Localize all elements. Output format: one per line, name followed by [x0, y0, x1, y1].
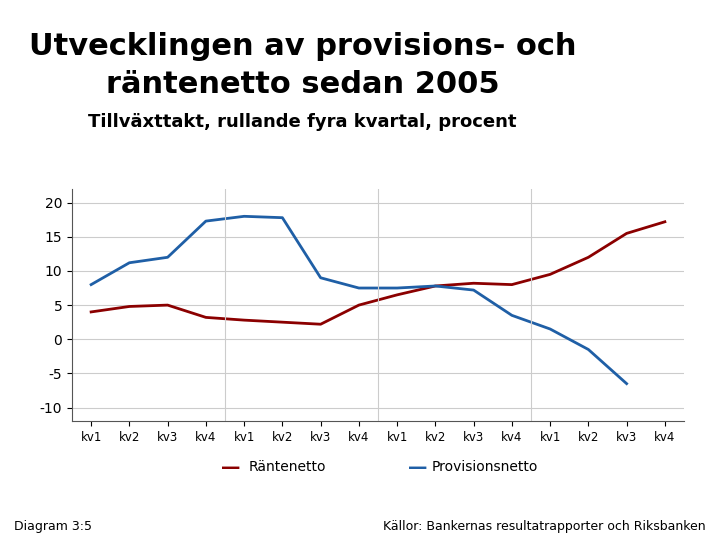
Text: —: — — [221, 457, 240, 477]
Text: Tillväxttakt, rullande fyra kvartal, procent: Tillväxttakt, rullande fyra kvartal, pro… — [88, 113, 517, 131]
Text: Provisionsnetto: Provisionsnetto — [432, 460, 539, 474]
Text: —: — — [408, 457, 427, 477]
Text: Utvecklingen av provisions- och: Utvecklingen av provisions- och — [29, 32, 576, 62]
Text: Källor: Bankernas resultatrapporter och Riksbanken: Källor: Bankernas resultatrapporter och … — [383, 520, 706, 533]
Text: Diagram 3:5: Diagram 3:5 — [14, 520, 92, 533]
Text: Räntenetto: Räntenetto — [248, 460, 326, 474]
Text: SVERIGES
RIKSBANK: SVERIGES RIKSBANK — [598, 70, 654, 92]
Text: räntenetto sedan 2005: räntenetto sedan 2005 — [106, 70, 499, 99]
